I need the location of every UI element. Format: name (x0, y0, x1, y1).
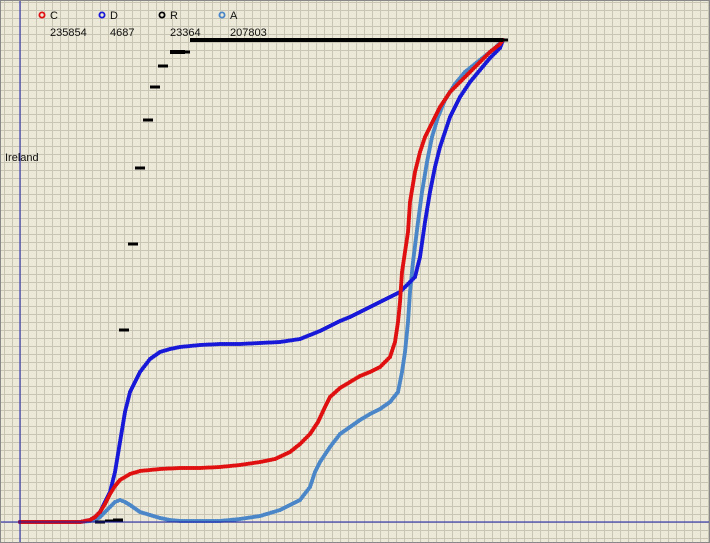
legend-item-A: A 207803 (218, 10, 267, 39)
legend-label-A: A (230, 10, 238, 22)
legend-label-C: C (50, 10, 58, 22)
legend-count-A: 207803 (230, 27, 267, 39)
region-label: Ireland (5, 152, 39, 164)
legend-marker-C (38, 11, 46, 19)
legend: C 235854 D 4687 R 23364 A 207803 (38, 10, 267, 39)
series-C (18, 38, 505, 524)
series-layer (18, 38, 508, 524)
legend-count-C: 235854 (50, 27, 87, 39)
legend-label-R: R (170, 10, 178, 22)
legend-count-R: 23364 (170, 27, 201, 39)
legend-marker-R (158, 11, 166, 19)
legend-item-R: R 23364 (158, 10, 201, 39)
legend-item-D: D 4687 (98, 10, 134, 39)
legend-marker-D (98, 11, 106, 19)
legend-label-D: D (110, 10, 118, 22)
legend-count-D: 4687 (110, 27, 134, 39)
legend-marker-A (218, 11, 226, 19)
legend-item-C: C 235854 (38, 10, 87, 39)
